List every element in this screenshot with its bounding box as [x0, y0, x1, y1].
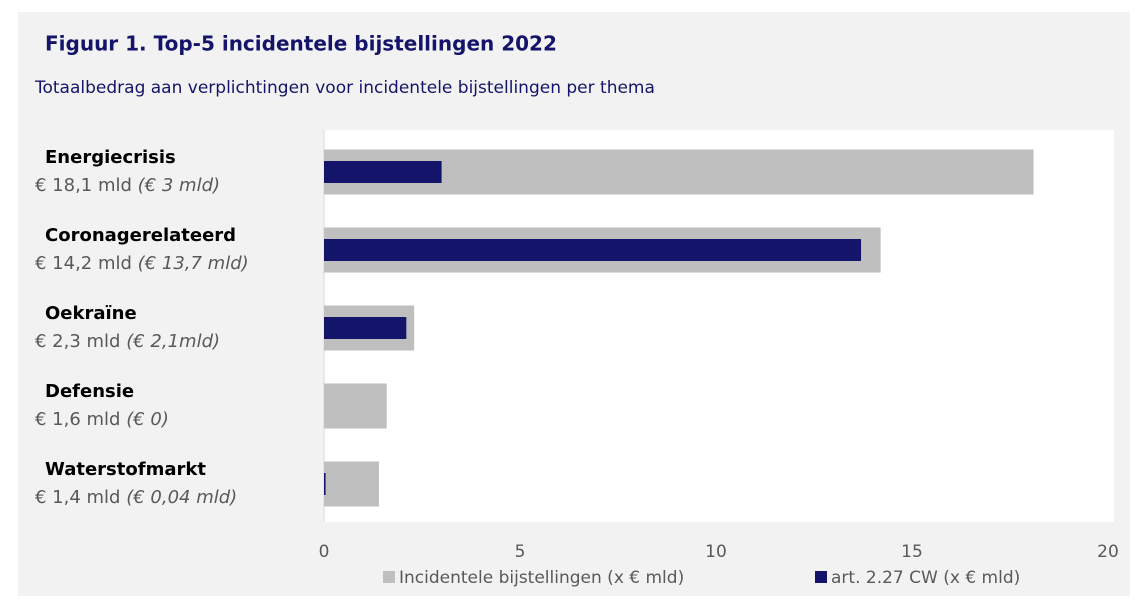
x-tick-label: 15 — [901, 542, 923, 562]
bar — [324, 161, 442, 183]
category-label: Energiecrisis — [45, 147, 176, 168]
x-tick-label: 0 — [319, 542, 330, 562]
bar — [324, 149, 1034, 195]
amount-label: € 1,6 mld — [35, 409, 120, 430]
category-label: Waterstofmarkt — [45, 459, 206, 480]
category-label: Oekraïne — [45, 303, 137, 324]
cw-amount-label: (€ 13,7 mld) — [138, 253, 249, 274]
cw-amount-label: (€ 0,04 mld) — [126, 487, 237, 508]
category-amount: € 1,4 mld (€ 0,04 mld) — [35, 487, 237, 508]
category-label: Coronagerelateerd — [45, 225, 236, 246]
chart-title: Figuur 1. Top-5 incidentele bijstellinge… — [45, 32, 557, 56]
bar — [324, 461, 379, 507]
legend-label: Incidentele bijstellingen (x € mld) — [399, 568, 684, 588]
category-amount: € 18,1 mld (€ 3 mld) — [35, 175, 220, 196]
amount-label: € 1,4 mld — [35, 487, 120, 508]
x-tick-label: 20 — [1097, 542, 1119, 562]
category-amount: € 14,2 mld (€ 13,7 mld) — [35, 253, 249, 274]
plot-area — [324, 130, 1114, 522]
cw-amount-label: (€ 3 mld) — [138, 175, 220, 196]
chart-subtitle: Totaalbedrag aan verplichtingen voor inc… — [34, 78, 655, 98]
cw-amount-label: (€ 0) — [126, 409, 169, 430]
cw-amount-label: (€ 2,1mld) — [126, 331, 220, 352]
legend-swatch — [815, 571, 827, 583]
x-tick-label: 10 — [705, 542, 727, 562]
amount-label: € 14,2 mld — [35, 253, 132, 274]
x-tick-label: 5 — [515, 542, 526, 562]
category-amount: € 2,3 mld (€ 2,1mld) — [35, 331, 220, 352]
category-amount: € 1,6 mld (€ 0) — [35, 409, 169, 430]
amount-label: € 2,3 mld — [35, 331, 120, 352]
bar — [324, 473, 326, 495]
category-label: Defensie — [45, 381, 134, 402]
amount-label: € 18,1 mld — [35, 175, 132, 196]
legend-swatch — [383, 571, 395, 583]
legend-label: art. 2.27 CW (x € mld) — [831, 568, 1020, 588]
bar — [324, 383, 387, 429]
bar — [324, 239, 862, 261]
bar — [324, 317, 407, 339]
